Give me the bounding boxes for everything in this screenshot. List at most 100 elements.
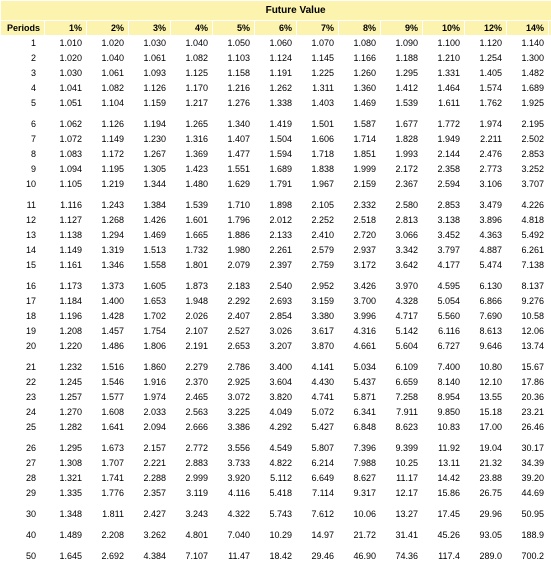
table-row: 101.1051.2191.3441.4801.6291.7911.9672.1… bbox=[1, 177, 551, 192]
value-cell: 1.149 bbox=[87, 132, 129, 147]
value-cell: 8.140 bbox=[423, 375, 465, 390]
value-cell: 1.219 bbox=[87, 177, 129, 192]
value-cell: 2.332 bbox=[339, 198, 381, 213]
value-cell: 1.194 bbox=[129, 117, 171, 132]
period-cell: 3 bbox=[1, 66, 45, 81]
value-cell: 2.410 bbox=[297, 228, 339, 243]
value-cell: 2.288 bbox=[129, 471, 171, 486]
value-cell: 4.292 bbox=[255, 420, 297, 435]
period-cell: 19 bbox=[1, 324, 45, 339]
value-cell: 3.225 bbox=[213, 405, 255, 420]
value-cell: 1.072 bbox=[45, 132, 87, 147]
value-cell: 6.649 bbox=[297, 471, 339, 486]
value-cell: 1.338 bbox=[255, 96, 297, 111]
value-cell: 7.988 bbox=[339, 456, 381, 471]
value-cell: 2.191 bbox=[171, 339, 213, 354]
table-row: 181.1961.4281.7022.0262.4072.8543.3803.9… bbox=[1, 309, 551, 324]
value-cell: 3.604 bbox=[255, 375, 297, 390]
value-cell: 13.55 bbox=[465, 390, 507, 405]
value-cell: 4.328 bbox=[381, 294, 423, 309]
table-row: 41.0411.0821.1261.1701.2161.2621.3111.36… bbox=[1, 81, 551, 96]
value-cell: 4.141 bbox=[297, 360, 339, 375]
value-cell: 289.0 bbox=[465, 549, 507, 564]
value-cell: 2.759 bbox=[297, 258, 339, 273]
value-cell: 1.601 bbox=[171, 213, 213, 228]
value-cell: 1.673 bbox=[87, 441, 129, 456]
value-cell: 23.88 bbox=[465, 471, 507, 486]
value-cell: 1.149 bbox=[45, 243, 87, 258]
value-cell: 1.741 bbox=[87, 471, 129, 486]
value-cell: 2.693 bbox=[255, 294, 297, 309]
value-cell: 2.357 bbox=[129, 486, 171, 501]
value-cell: 6.866 bbox=[465, 294, 507, 309]
value-cell: 9.646 bbox=[465, 339, 507, 354]
value-cell: 1.489 bbox=[45, 528, 87, 543]
value-cell: 1.225 bbox=[297, 66, 339, 81]
value-cell: 1.898 bbox=[255, 198, 297, 213]
value-cell: 1.127 bbox=[45, 213, 87, 228]
value-cell: 2.999 bbox=[171, 471, 213, 486]
value-cell: 1.243 bbox=[87, 198, 129, 213]
value-cell: 3.452 bbox=[423, 228, 465, 243]
value-cell: 26.75 bbox=[465, 486, 507, 501]
value-cell: 1.629 bbox=[213, 177, 255, 192]
value-cell: 1.665 bbox=[171, 228, 213, 243]
value-cell: 1.093 bbox=[129, 66, 171, 81]
value-cell: 1.257 bbox=[45, 390, 87, 405]
value-cell: 17.86 bbox=[507, 375, 549, 390]
value-cell: 1.308 bbox=[45, 456, 87, 471]
period-cell: 17 bbox=[1, 294, 45, 309]
period-cell: 16 bbox=[1, 279, 45, 294]
table-row: 11.0101.0201.0301.0401.0501.0601.0701.08… bbox=[1, 36, 551, 51]
value-cell: 3.386 bbox=[213, 420, 255, 435]
value-cell: 1.295 bbox=[381, 66, 423, 81]
value-cell: 1.210 bbox=[423, 51, 465, 66]
value-cell: 10.06 bbox=[339, 507, 381, 522]
value-cell: 1.191 bbox=[255, 66, 297, 81]
table-row: 131.1381.2941.4691.6651.8862.1332.4102.7… bbox=[1, 228, 551, 243]
value-cell: 13.27 bbox=[381, 507, 423, 522]
value-cell: 2.133 bbox=[255, 228, 297, 243]
value-cell: 3.342 bbox=[381, 243, 423, 258]
rate-header: 9% bbox=[381, 21, 423, 36]
value-cell: 2.563 bbox=[171, 405, 213, 420]
value-cell: 1.295 bbox=[45, 441, 87, 456]
value-cell: 5.112 bbox=[255, 471, 297, 486]
value-cell: 1.428 bbox=[87, 309, 129, 324]
value-cell: 3.797 bbox=[423, 243, 465, 258]
value-cell: 2.279 bbox=[171, 360, 213, 375]
value-cell: 2.773 bbox=[465, 162, 507, 177]
value-cell: 1.999 bbox=[339, 162, 381, 177]
value-cell: 1.216 bbox=[213, 81, 255, 96]
value-cell: 7.114 bbox=[297, 486, 339, 501]
value-cell: 6.130 bbox=[465, 279, 507, 294]
value-cell: 1.030 bbox=[129, 36, 171, 51]
value-cell: 1.464 bbox=[423, 81, 465, 96]
table-row: 231.2571.5771.9742.4653.0723.8204.7415.8… bbox=[1, 390, 551, 405]
value-cell: 1.423 bbox=[171, 162, 213, 177]
rate-header: 3% bbox=[129, 21, 171, 36]
rate-header: 6% bbox=[255, 21, 297, 36]
value-cell: 1.501 bbox=[297, 117, 339, 132]
value-cell: 21.32 bbox=[465, 456, 507, 471]
value-cell: 1.412 bbox=[381, 81, 423, 96]
value-cell: 1.574 bbox=[465, 81, 507, 96]
value-cell: 3.380 bbox=[297, 309, 339, 324]
value-cell: 1.828 bbox=[381, 132, 423, 147]
value-cell: 1.020 bbox=[45, 51, 87, 66]
value-cell: 9.276 bbox=[507, 294, 549, 309]
value-cell: 5.034 bbox=[339, 360, 381, 375]
value-cell: 6.116 bbox=[423, 324, 465, 339]
table-row: 81.0831.1721.2671.3691.4771.5941.7181.85… bbox=[1, 147, 551, 162]
value-cell: 1.125 bbox=[171, 66, 213, 81]
value-cell: 10.80 bbox=[465, 360, 507, 375]
value-cell: 1.082 bbox=[87, 81, 129, 96]
value-cell: 2.079 bbox=[213, 258, 255, 273]
period-cell: 22 bbox=[1, 375, 45, 390]
value-cell: 1.145 bbox=[297, 51, 339, 66]
value-cell: 1.051 bbox=[45, 96, 87, 111]
value-cell: 5.418 bbox=[255, 486, 297, 501]
value-cell: 1.702 bbox=[129, 309, 171, 324]
value-cell: 1.873 bbox=[171, 279, 213, 294]
value-cell: 2.211 bbox=[465, 132, 507, 147]
